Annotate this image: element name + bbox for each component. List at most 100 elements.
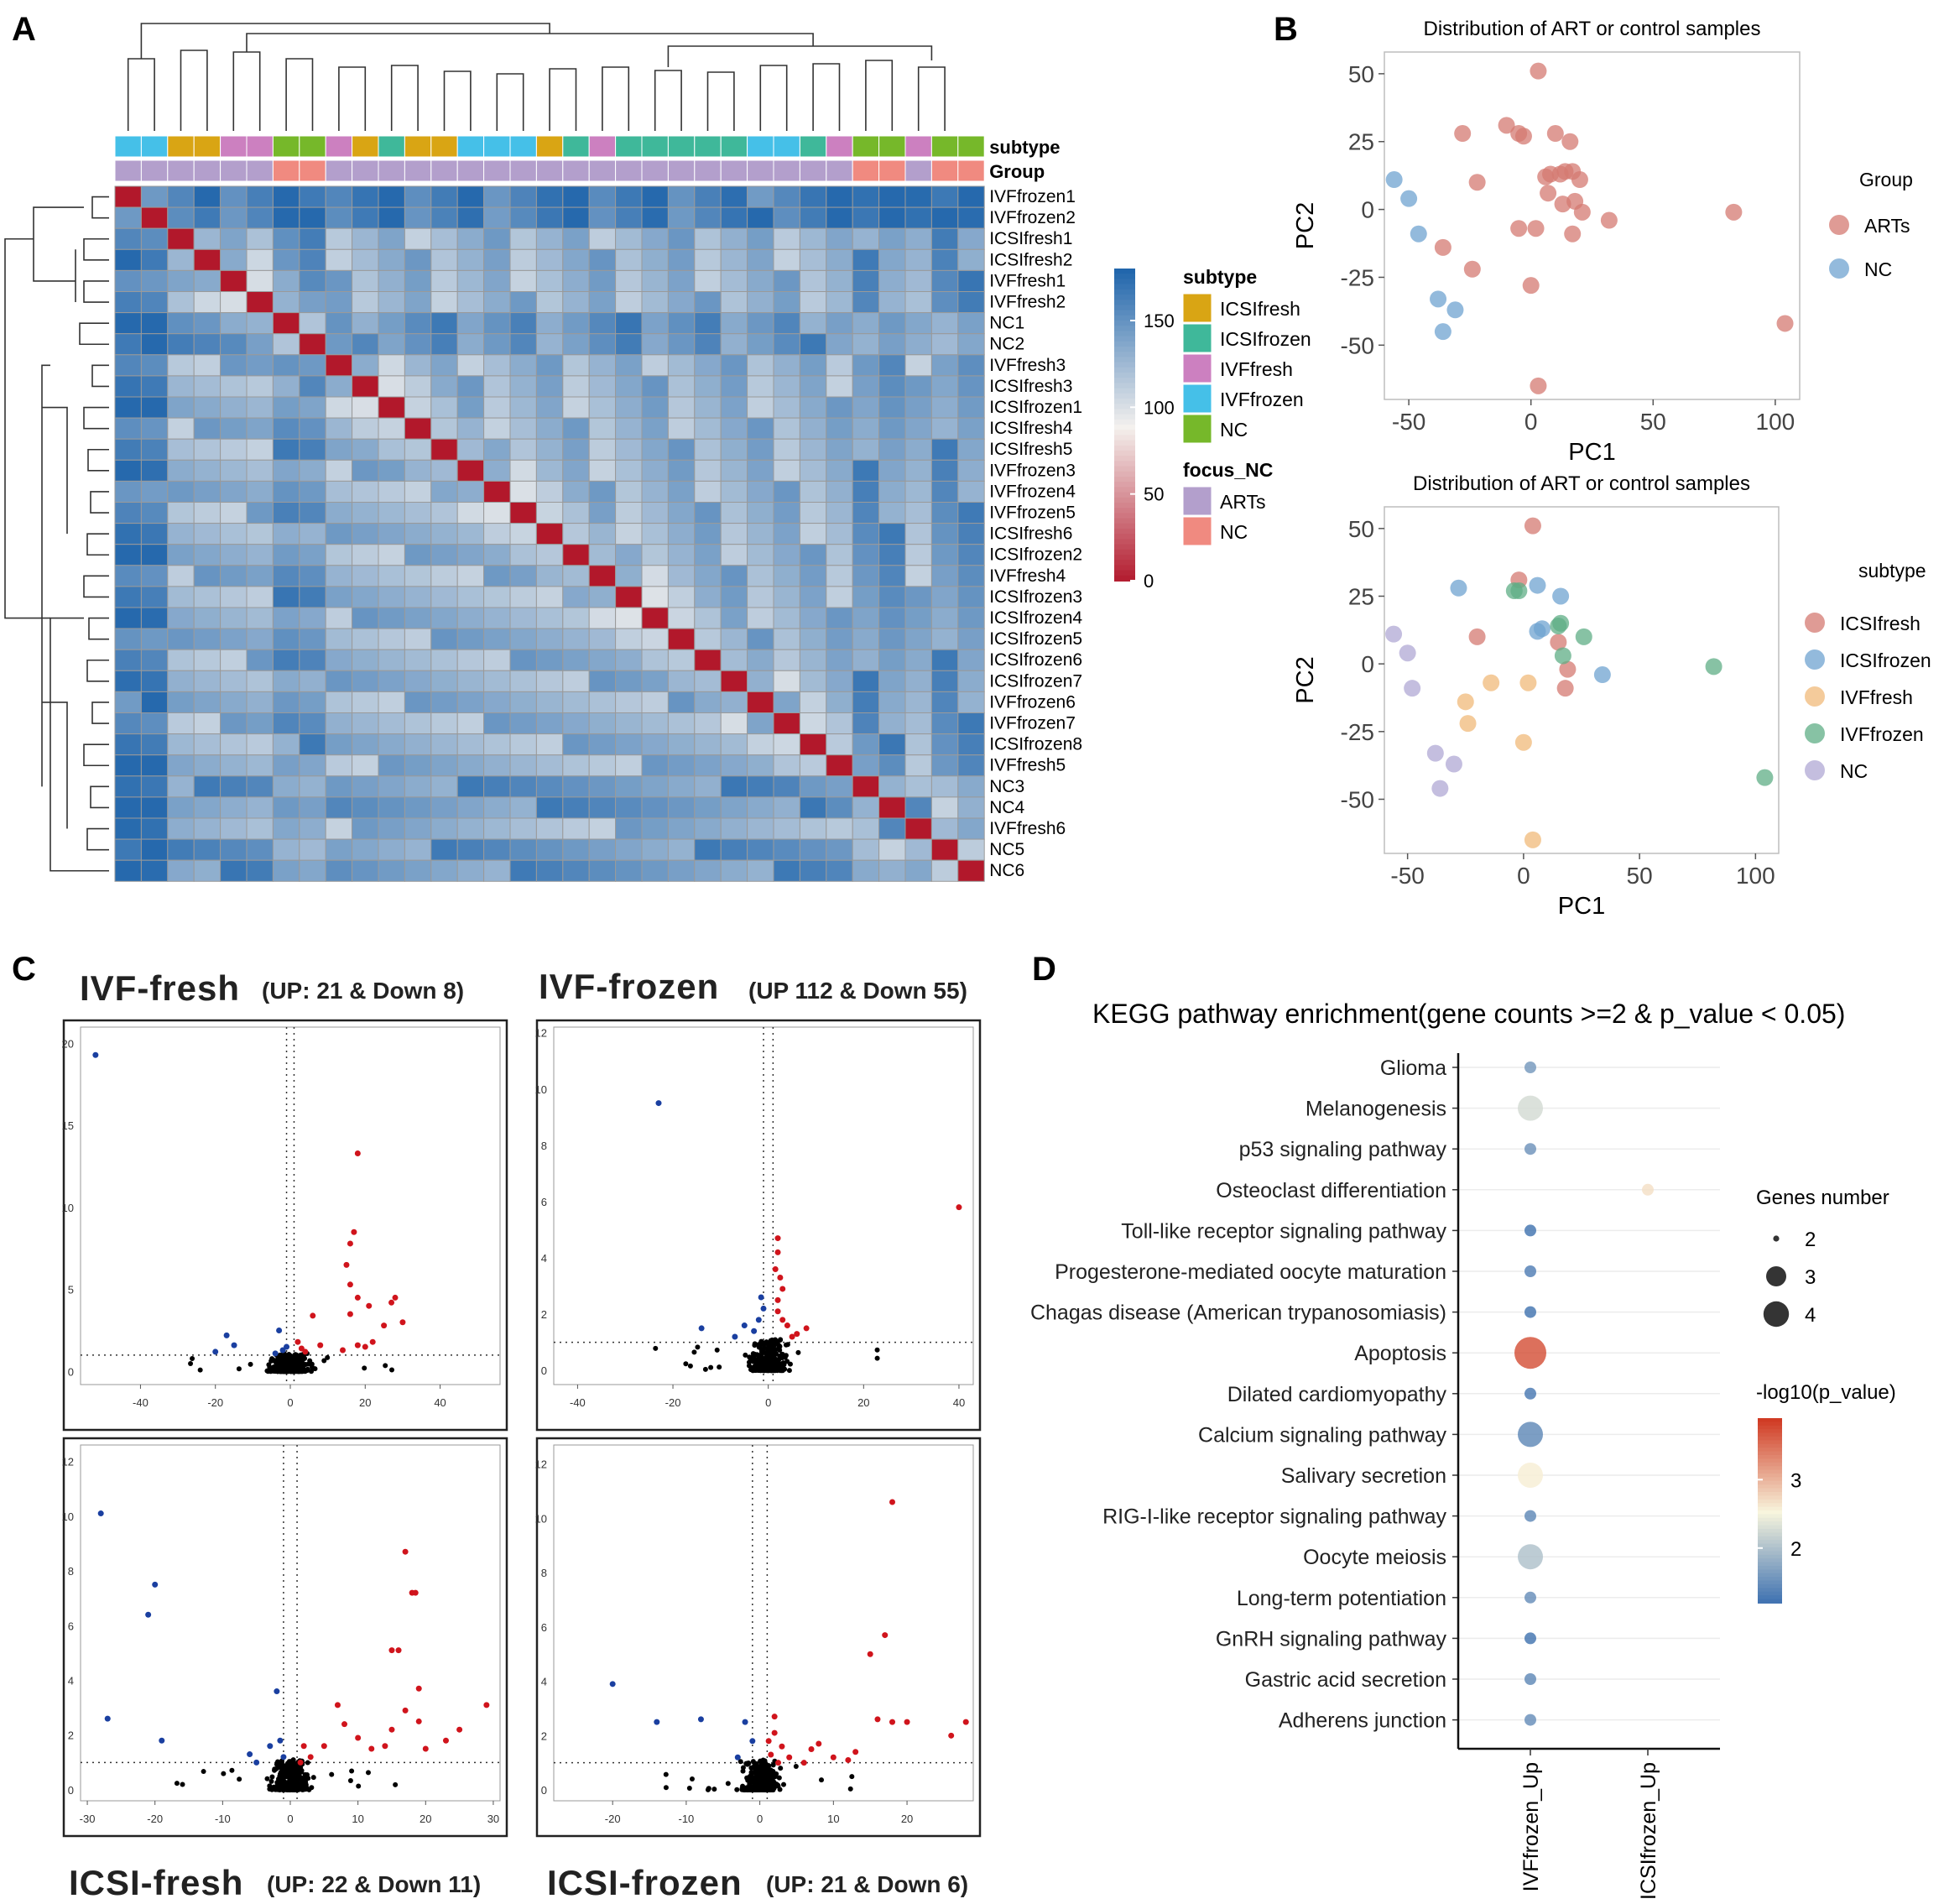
heatmap-cell [114, 628, 142, 650]
heatmap-cell [667, 185, 696, 208]
volcano-point-ns [283, 1785, 289, 1791]
heatmap-cell [667, 733, 696, 756]
color-legend-segment [1758, 1599, 1782, 1604]
heatmap-cell [509, 502, 537, 524]
heatmap-cell [826, 396, 853, 419]
volcano-point-up [366, 1302, 373, 1309]
heatmap-cell [352, 691, 379, 714]
color-legend-segment [1758, 1510, 1782, 1515]
heatmap-cell [193, 375, 222, 398]
colorbar-segment [1114, 503, 1135, 509]
kegg-point [1524, 1387, 1536, 1400]
heatmap-cell [957, 733, 985, 756]
heatmap-cell [747, 227, 774, 250]
x-tick-label: 50 [1627, 863, 1653, 889]
heatmap-cell [193, 396, 222, 419]
heatmap-cell [615, 691, 643, 714]
colorbar-segment [1114, 399, 1135, 405]
volcano-summary: (UP: 21 & Down 8) [262, 978, 464, 1004]
heatmap-cell [615, 838, 643, 861]
heatmap-cell [799, 733, 827, 756]
heatmap-cell [957, 712, 985, 735]
volcano-point-down [92, 1051, 99, 1058]
heatmap-cell [562, 733, 590, 756]
volcano-point-down [276, 1328, 283, 1334]
heatmap-cell [694, 375, 722, 398]
heatmap-row-label: IVFfresh5 [989, 756, 1066, 775]
heatmap-cell [615, 670, 643, 692]
heatmap-cell [378, 227, 405, 250]
volcano-point-ns [711, 1787, 717, 1792]
heatmap-cell [114, 670, 142, 692]
heatmap-cell [957, 248, 985, 271]
colorbar-segment [1114, 419, 1135, 425]
heatmap-cell [641, 649, 669, 671]
heatmap-cell [140, 333, 169, 356]
heatmap-cell [299, 649, 326, 671]
heatmap-cell [615, 459, 643, 482]
subtype-annotation-cell [456, 135, 485, 158]
heatmap-cell [641, 269, 669, 292]
pca-legend-label: IVFfrozen [1840, 723, 1924, 745]
heatmap-cell [588, 333, 617, 356]
heatmap-cell [747, 185, 774, 208]
volcano-point-ns [197, 1367, 203, 1373]
volcano-point-down [755, 1317, 762, 1323]
colorbar-segment [1114, 378, 1135, 384]
heatmap-cell [930, 248, 959, 271]
volcano-frame [535, 1019, 982, 1432]
legend-label: ICSIfresh [1220, 298, 1300, 320]
heatmap-cell [878, 291, 906, 314]
heatmap-cell [930, 733, 959, 756]
pca-point [1551, 165, 1569, 183]
heatmap-cell [325, 396, 353, 419]
color-legend-segment [1758, 1554, 1782, 1560]
heatmap-cell [930, 396, 959, 419]
heatmap-cell [588, 227, 617, 250]
heatmap-cell [747, 480, 774, 503]
heatmap-cell [747, 838, 774, 861]
heatmap-cell [773, 565, 800, 587]
volcano-point-up [388, 1726, 395, 1733]
heatmap-cell [535, 733, 564, 756]
group-annotation-cell [904, 159, 932, 182]
heatmap-cell [325, 754, 353, 777]
heatmap-cell [220, 502, 248, 524]
legend-swatch [1182, 486, 1212, 516]
heatmap-row-label: IVFfrozen6 [989, 692, 1076, 712]
pca-point [1519, 674, 1537, 691]
volcano-point-up [956, 1204, 962, 1211]
heatmap-cell [430, 733, 458, 756]
heatmap-cell [352, 269, 379, 292]
heatmap-cell [193, 417, 222, 440]
column-dendrogram-branch [549, 68, 577, 131]
heatmap-cell [720, 396, 748, 419]
heatmap-cell [456, 396, 485, 419]
heatmap-cell [193, 227, 222, 250]
volcano-point-up [774, 1249, 781, 1255]
heatmap-cell [404, 291, 432, 314]
heatmap-cell [667, 649, 696, 671]
volcano-point-down [655, 1100, 662, 1107]
heatmap-cell [826, 775, 853, 798]
heatmap-cell [588, 185, 617, 208]
heatmap-cell [325, 417, 353, 440]
heatmap-cell [641, 480, 669, 503]
heatmap-cell [456, 291, 485, 314]
heatmap-cell [799, 459, 827, 482]
heatmap-row-label: ICSIfrozen3 [989, 587, 1082, 607]
heatmap-row-label: IVFfresh3 [989, 356, 1066, 375]
subtype-annotation-cell [641, 135, 669, 158]
heatmap-cell [114, 565, 142, 587]
heatmap-cell [747, 775, 774, 798]
heatmap-cell [114, 185, 142, 208]
pca-point [1410, 225, 1427, 243]
heatmap-cell [826, 838, 853, 861]
volcano-point-ns [819, 1777, 825, 1783]
column-dendrogram-branch [390, 65, 419, 131]
heatmap-cell [562, 312, 590, 335]
heatmap-cell [378, 354, 405, 377]
heatmap-cell [299, 775, 326, 798]
heatmap-cell [799, 670, 827, 692]
heatmap-cell [378, 712, 405, 735]
